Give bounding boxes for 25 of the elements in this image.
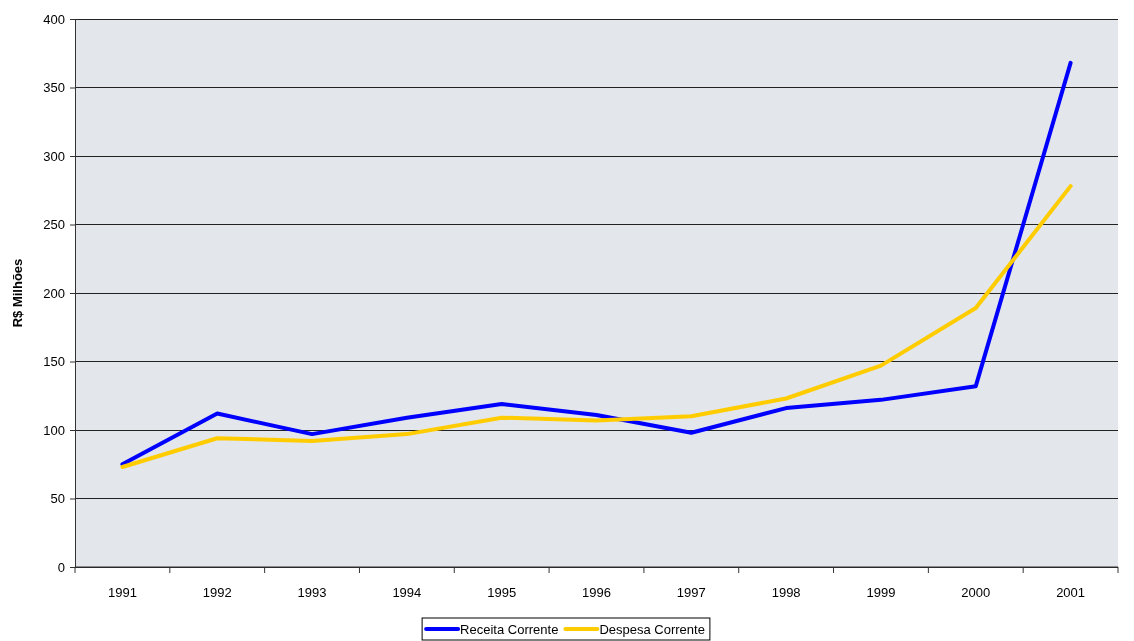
y-tick-label: 0 [57,559,65,575]
y-tick-label: 250 [43,217,65,233]
x-tick-label: 1999 [866,585,896,600]
x-tick-label: 2000 [961,585,991,600]
legend-label: Receita Corrente [460,622,559,637]
line-series [120,60,1073,467]
y-tick-label: 100 [43,422,65,438]
line-series [120,184,1073,469]
x-tick-label: 2001 [1056,585,1086,600]
x-tick-label: 1998 [771,585,801,600]
y-tick-label: 300 [43,148,65,164]
y-axis-title: R$ Milhões [10,258,25,328]
x-tick-label: 1993 [297,585,327,600]
y-tick-label: 50 [50,491,65,507]
legend-label: Despesa Corrente [599,622,705,637]
x-tick-label: 1992 [202,585,232,600]
y-tick-label: 200 [43,285,65,301]
x-tick-label: 1994 [392,585,422,600]
y-tick-label: 350 [43,80,65,96]
x-tick-label: 1996 [582,585,611,600]
x-tick-label: 1995 [487,585,517,600]
x-tick-label: 1997 [676,585,706,600]
y-tick-label: 150 [43,354,65,370]
x-tick-label: 1991 [107,585,137,600]
y-tick-label: 400 [43,11,65,27]
